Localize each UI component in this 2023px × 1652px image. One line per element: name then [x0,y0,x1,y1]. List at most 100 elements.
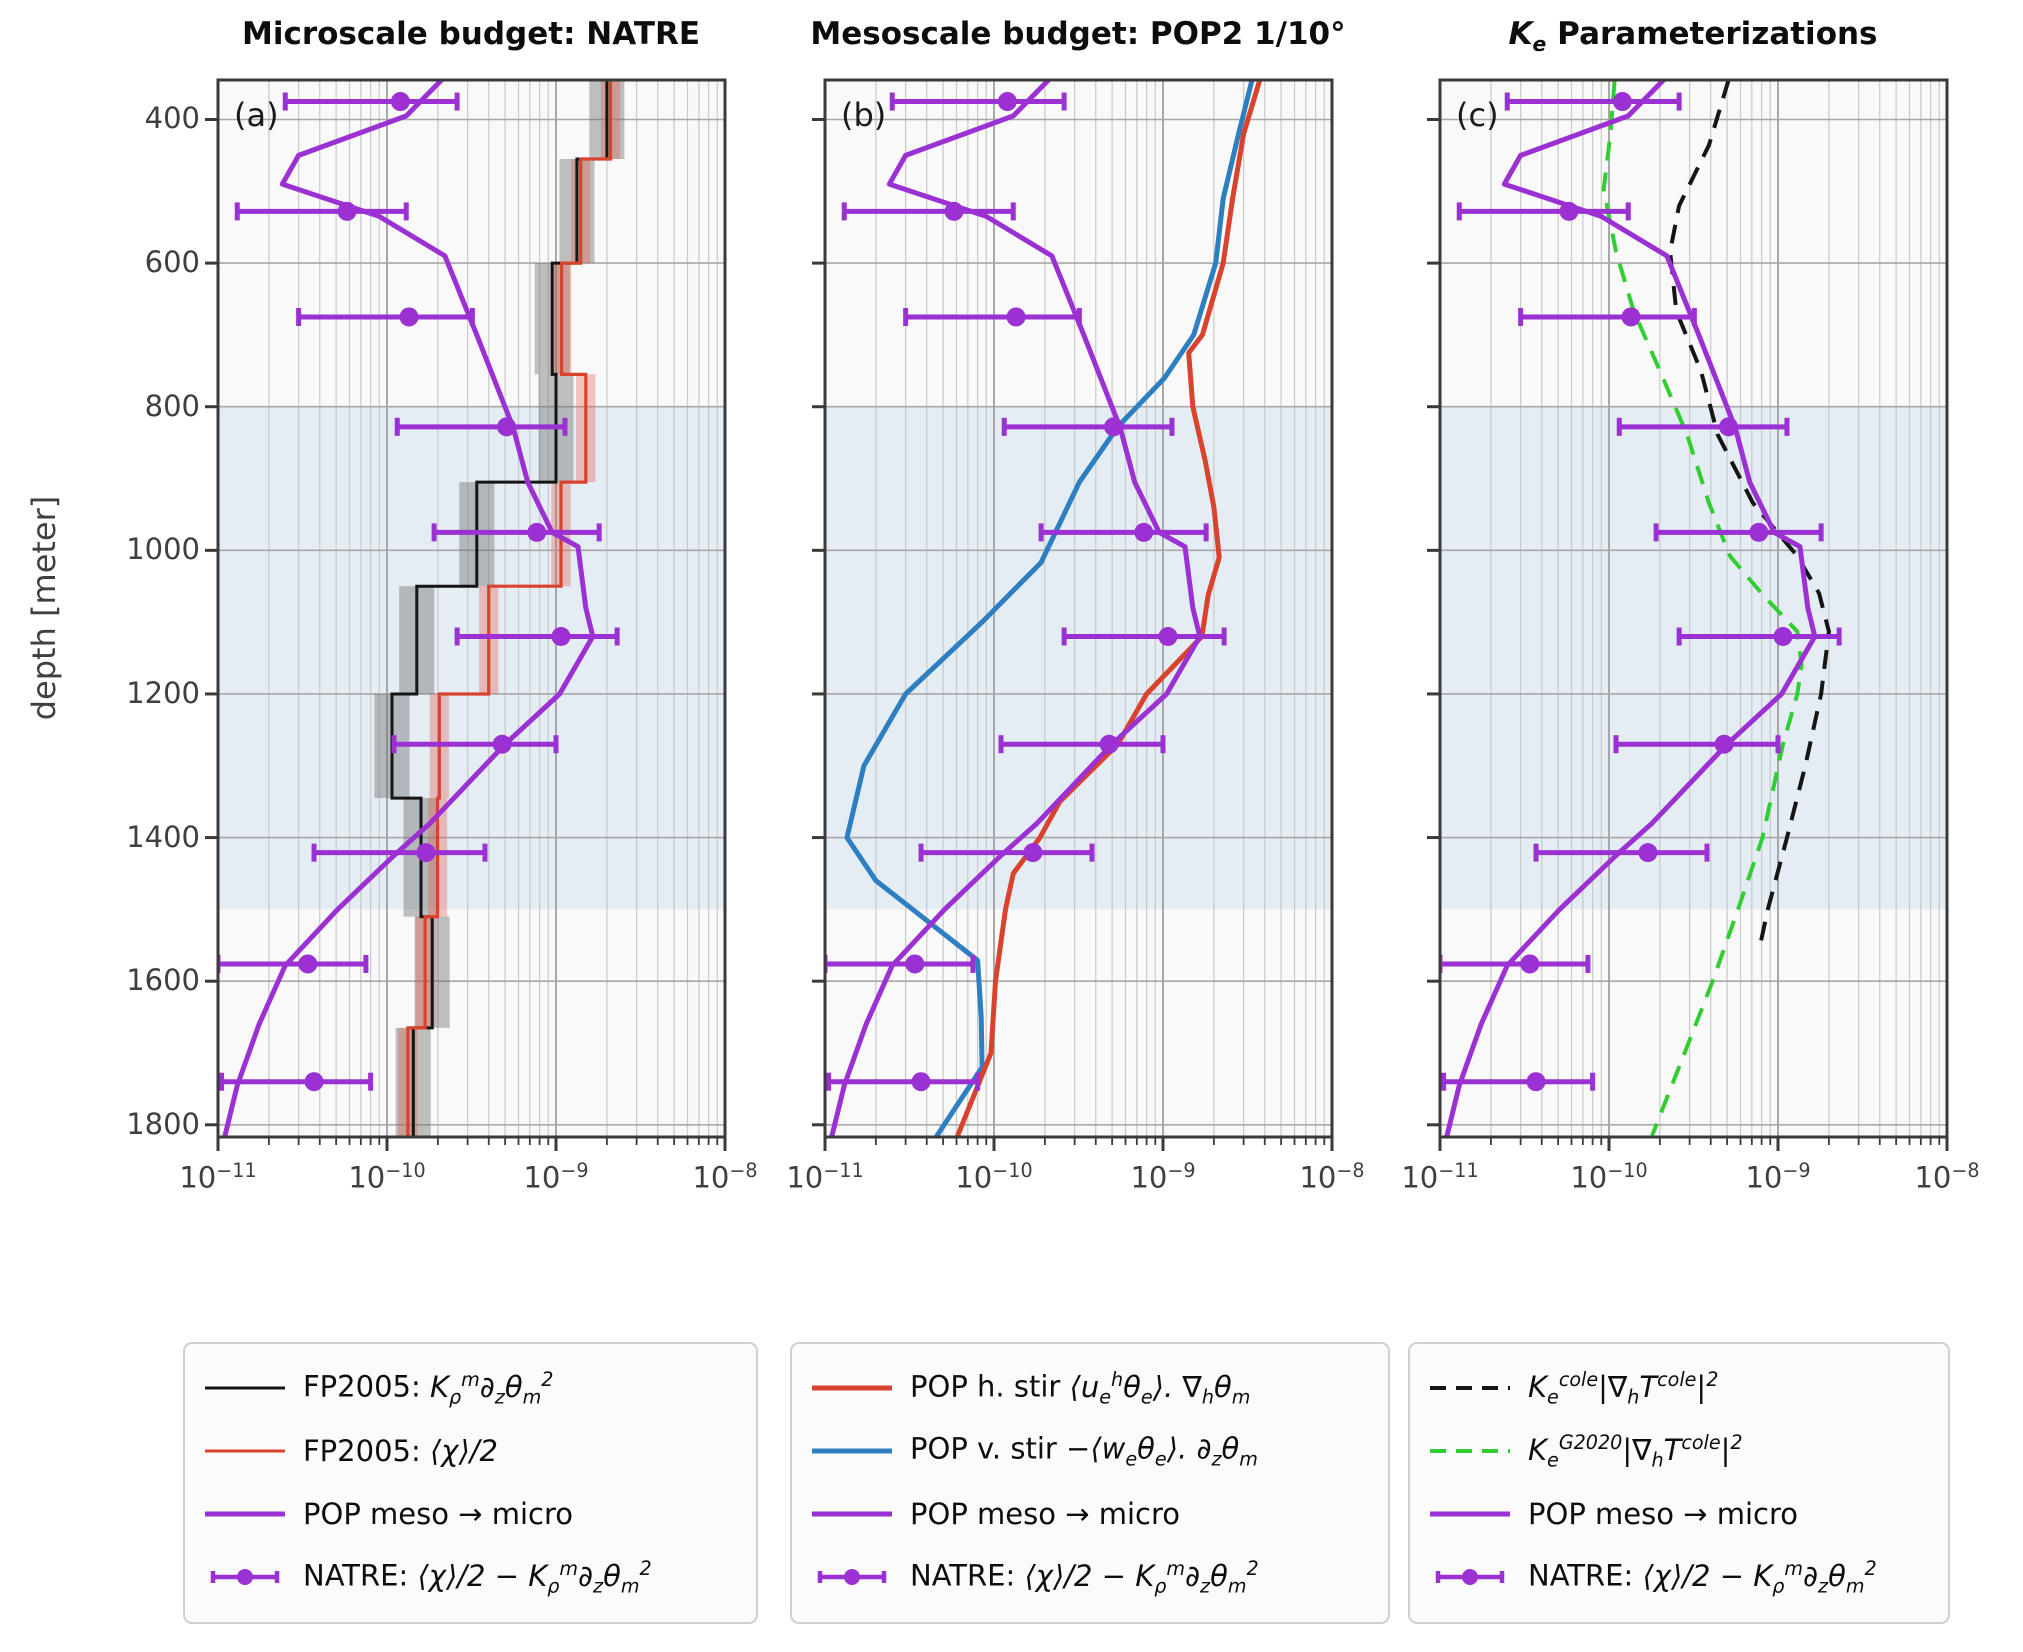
panel-b-title: Mesoscale budget: POP2 1/10° [810,16,1346,52]
y-tick-label: 600 [144,245,200,280]
legend-microscale: FP2005: Kρm∂zθm2 FP2005: ⟨χ⟩/2 POP meso … [183,1342,758,1624]
natre-point [1612,92,1632,112]
panel-c [1427,78,1949,1151]
panel-c-spines [1438,78,1949,1139]
line-swatch [199,1421,291,1481]
natre-errorbar [1504,92,1682,112]
legend-label: FP2005: ⟨χ⟩/2 [303,1434,498,1468]
panel-b-spines [823,78,1334,1139]
legend-row: NATRE: ⟨χ⟩/2 − Kρm∂zθm2 [185,1547,756,1607]
natre-point [1773,627,1793,647]
y-tick-label: 400 [144,101,200,136]
line-swatch [806,1358,898,1418]
natre-errorbar [1440,954,1591,974]
legend-row: NATRE: ⟨χ⟩/2 − Kρm∂zθm2 [1410,1547,1948,1607]
panel-b-letter: (b) [841,96,887,134]
legend-label: NATRE: ⟨χ⟩/2 − Kρm∂zθm2 [910,1556,1259,1598]
line-swatch [1424,1358,1516,1418]
panel-b [812,78,1334,1151]
line-swatch [806,1484,898,1544]
natre-point [416,843,436,863]
natre-errorbar [296,307,475,327]
natre-point [1526,1072,1546,1092]
natre-errorbar [889,92,1067,112]
natre-errorbar [219,1072,374,1092]
legend-row: POP meso → micro [185,1484,756,1544]
legend-row: POP meso → micro [792,1484,1388,1544]
legend-label: POP meso → micro [910,1497,1180,1531]
y-tick-label: 1200 [126,675,200,710]
pop-meso-micro-line [222,80,596,1137]
natre-point [298,954,318,974]
y-tick-label: 1000 [126,532,200,567]
natre-errorbar [1038,522,1209,542]
natre-point [492,734,512,754]
x-tick-label: 10−10 [348,1159,426,1195]
legend-label: POP meso → micro [1528,1497,1798,1531]
depth-highlight-band [825,406,1332,910]
y-axis-label: depth [meter] [25,495,63,721]
natre-errorbar [825,954,976,974]
line-swatch [199,1358,291,1418]
errorbar-marker-swatch [1424,1547,1516,1607]
legend-row: POP h. stir ⟨uehθe⟩. ∇hθm [792,1358,1388,1418]
natre-errorbar [431,522,602,542]
legend-row: NATRE: ⟨χ⟩/2 − Kρm∂zθm2 [792,1547,1388,1607]
x-tick-label: 10−8 [1299,1159,1365,1195]
panel-a-spines [216,78,727,1139]
pop_v_stir-line [844,80,1255,1137]
legend-label: KeG2020|∇hTcole|2 [1528,1430,1743,1472]
natre-point [997,92,1017,112]
legend-label: POP h. stir ⟨uehθe⟩. ∇hθm [910,1367,1251,1409]
panel-c-title: Ke Parameterizations [1508,16,1878,57]
natre-point [1158,627,1178,647]
natre-errorbar [1061,627,1227,647]
x-tick-label: 10−9 [523,1159,589,1195]
legend-label: POP v. stir −⟨weθe⟩. ∂zθm [910,1431,1258,1471]
natre-point [911,1072,931,1092]
depth-highlight-band [1440,406,1947,910]
natre-point [1520,954,1540,974]
pop-meso-micro-line [1444,80,1818,1137]
errorbar-marker-swatch [806,1547,898,1607]
natre-point [1099,734,1119,754]
natre-errorbar [841,201,1016,221]
natre-point [337,201,357,221]
ke_g2020-dashed-line [1601,80,1804,1137]
natre-errorbar [1676,627,1842,647]
natre-errorbar [282,92,460,112]
natre-errorbar [391,734,559,754]
y-tick-label: 1800 [126,1106,200,1141]
y-tick-label: 1600 [126,963,200,998]
legend-row: FP2005: ⟨χ⟩/2 [185,1421,756,1481]
natre-errorbar [1613,734,1781,754]
natre-point [399,307,419,327]
fp2005_chi_over_2-step-line [406,80,613,1136]
natre-errorbar [918,843,1095,863]
natre-errorbar [1653,522,1824,542]
x-tick-label: 10−11 [179,1159,257,1195]
natre-point [1006,307,1026,327]
y-tick-label: 800 [144,388,200,423]
depth-highlight-band [218,406,725,910]
natre-point [1134,522,1154,542]
natre-point [944,201,964,221]
natre-errorbar [998,734,1166,754]
y-tick-label: 1400 [126,819,200,854]
natre-point [1719,417,1739,437]
natre-errorbar [1518,307,1697,327]
natre-errorbar [826,1072,981,1092]
natre-errorbar [1441,1072,1596,1092]
natre-point [304,1072,324,1092]
legend-row: FP2005: Kρm∂zθm2 [185,1358,756,1418]
natre-point [1104,417,1124,437]
natre-point [1749,522,1769,542]
legend-label: POP meso → micro [303,1497,573,1531]
x-tick-label: 10−11 [1401,1159,1479,1195]
natre-point [1023,843,1043,863]
natre-errorbar [1456,201,1631,221]
panel-c-letter: (c) [1456,96,1499,134]
line-swatch [1424,1421,1516,1481]
natre-errorbar [1533,843,1710,863]
x-tick-label: 10−8 [1914,1159,1980,1195]
